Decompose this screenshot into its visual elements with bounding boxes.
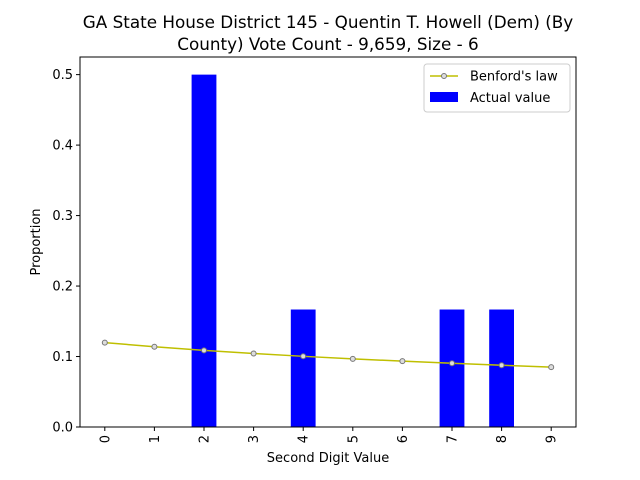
x-tick-label: 2 xyxy=(198,435,213,443)
x-tick-label: 5 xyxy=(346,435,361,443)
bar-digit-4 xyxy=(290,309,316,427)
x-tick-label: 4 xyxy=(297,435,312,443)
benford-point-6 xyxy=(399,358,406,365)
benford-point-9 xyxy=(548,364,555,371)
y-axis-label: Proportion xyxy=(29,208,44,275)
legend: Benford's law Actual value xyxy=(423,63,571,113)
legend-benford-marker xyxy=(441,73,447,79)
x-axis-label: Second Digit Value xyxy=(267,451,389,466)
y-tick-label: 0.2 xyxy=(52,280,73,295)
benford-point-1 xyxy=(151,343,158,350)
bar-digit-7 xyxy=(439,309,465,427)
x-tick-label: 3 xyxy=(247,435,262,443)
plot-area-frame xyxy=(79,56,577,428)
x-tick-label: 9 xyxy=(545,435,560,443)
x-tick-label: 0 xyxy=(98,435,113,443)
legend-benford-label: Benford's law xyxy=(470,70,558,85)
y-tick-label: 0.1 xyxy=(52,350,73,365)
benford-point-2 xyxy=(201,347,207,354)
y-tick-label: 0.5 xyxy=(52,68,73,83)
benford-point-5 xyxy=(349,355,356,362)
x-tick-label: 6 xyxy=(396,435,411,443)
legend-actual-swatch xyxy=(430,92,458,102)
benford-point-4 xyxy=(300,353,307,360)
y-tick-label: 0.3 xyxy=(52,209,73,224)
x-tick-label: 8 xyxy=(495,435,510,443)
bar-digit-2 xyxy=(191,74,217,427)
benford-line xyxy=(104,341,552,368)
benford-point-7 xyxy=(449,360,455,367)
y-tick-label: 0.0 xyxy=(52,421,73,436)
chart-title-line-2: County) Vote Count - 9,659, Size - 6 xyxy=(177,34,478,54)
chart-title-line-1: GA State House District 145 - Quentin T.… xyxy=(83,12,573,32)
benford-point-8 xyxy=(498,362,505,369)
y-tick-label: 0.4 xyxy=(52,139,73,154)
benford-point-0 xyxy=(101,339,108,346)
x-tick-label: 1 xyxy=(148,435,163,443)
x-tick-label: 7 xyxy=(446,435,461,443)
benford-point-3 xyxy=(250,350,257,357)
legend-box xyxy=(423,63,571,113)
legend-actual-label: Actual value xyxy=(470,91,550,106)
